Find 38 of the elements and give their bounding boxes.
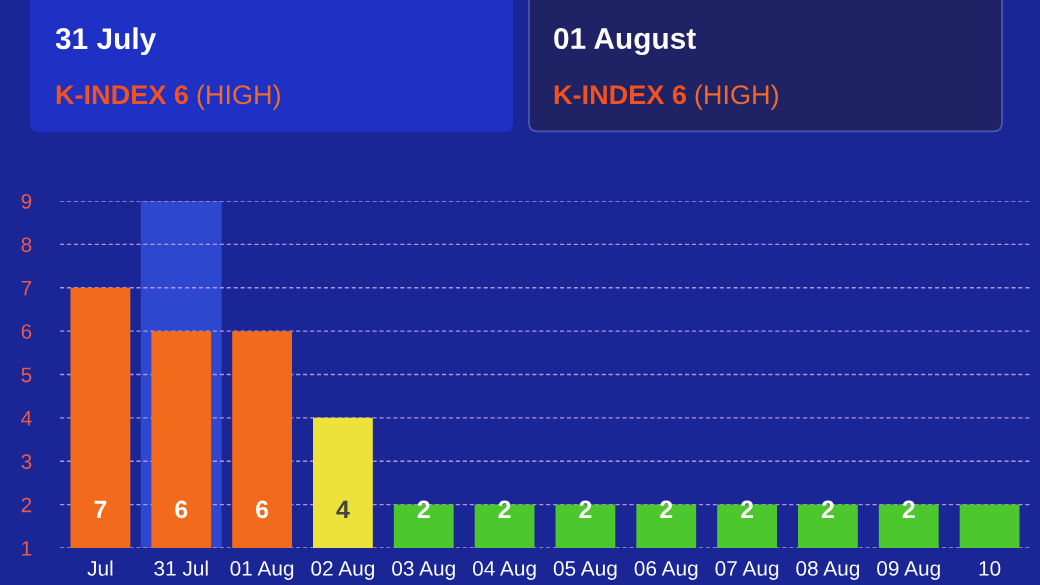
data-label: 2 bbox=[579, 500, 592, 519]
data-label: 7 bbox=[94, 500, 107, 519]
data-label: 2 bbox=[498, 500, 511, 519]
x-tick-label: 02 Aug bbox=[311, 561, 375, 580]
data-label: 2 bbox=[821, 500, 834, 519]
data-label: 6 bbox=[175, 500, 188, 519]
x-tick-label: 05 Aug bbox=[553, 561, 617, 580]
data-label: 2 bbox=[741, 500, 754, 519]
data-label: 6 bbox=[256, 500, 269, 519]
x-tick-label: Jul bbox=[87, 560, 113, 576]
data-label: 2 bbox=[660, 500, 673, 519]
text: K-INDEX 6 bbox=[56, 85, 188, 105]
y-tick-label: 2 bbox=[21, 497, 32, 513]
x-tick-label: 09 Aug bbox=[877, 561, 940, 580]
x-tick-label: 03 Aug bbox=[392, 561, 455, 580]
text: (HIGH) bbox=[197, 84, 280, 110]
data-label: 2 bbox=[417, 500, 430, 519]
data-label: 4 bbox=[336, 500, 350, 519]
x-tick-label: 07 Aug bbox=[715, 561, 779, 580]
x-tick-label: 08 Aug bbox=[796, 561, 860, 580]
y-tick-label: 4 bbox=[21, 411, 32, 426]
x-tick-label: 04 Aug bbox=[472, 561, 536, 580]
text: (HIGH) bbox=[695, 84, 778, 110]
text: 31 July bbox=[55, 27, 157, 56]
text: 01 August bbox=[554, 27, 696, 56]
x-tick-label: 10 bbox=[979, 561, 1001, 576]
x-tick-label: 31 Jul bbox=[154, 560, 208, 576]
x-tick-label: 01 Aug bbox=[230, 561, 294, 580]
data-label: 2 bbox=[902, 500, 915, 519]
y-tick-label: 1 bbox=[22, 541, 32, 556]
y-tick-label: 3 bbox=[21, 454, 32, 469]
y-tick-label: 9 bbox=[21, 194, 32, 209]
y-tick-label: 6 bbox=[21, 324, 32, 339]
text: K-INDEX 6 bbox=[554, 85, 686, 105]
y-tick-label: 7 bbox=[21, 280, 32, 296]
y-tick-label: 5 bbox=[21, 367, 32, 383]
y-tick-label: 8 bbox=[21, 237, 32, 253]
x-tick-label: 06 Aug bbox=[634, 561, 698, 580]
